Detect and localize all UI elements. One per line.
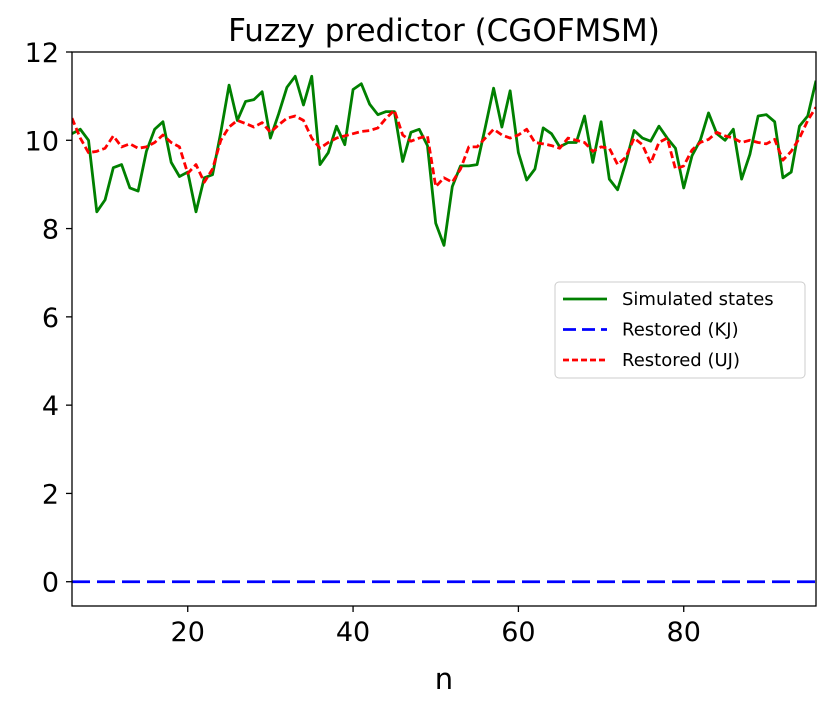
legend-entry: Restored (UJ) — [622, 350, 740, 371]
chart-title: Fuzzy predictor (CGOFMSM) — [228, 13, 660, 49]
y-tick-label: 8 — [42, 215, 59, 246]
series-line-3 — [72, 106, 816, 189]
x-axis-label: n — [435, 662, 453, 696]
legend: Simulated states Restored (KJ) Restored (U… — [554, 281, 806, 379]
y-tick-label: 4 — [42, 391, 59, 422]
y-tick-label: 2 — [42, 479, 59, 510]
y-tick-label: 12 — [25, 38, 59, 69]
x-tick-label: 60 — [501, 617, 535, 648]
x-tick-label: 20 — [171, 617, 205, 648]
x-tick-label: 80 — [667, 617, 701, 648]
legend-entry: Simulated states — [622, 289, 774, 310]
x-tick-label: 40 — [336, 617, 370, 648]
series-line-1 — [72, 74, 816, 247]
legend-entry: Restored (KJ) — [622, 320, 739, 341]
plot-frame — [71, 51, 817, 607]
plot-area — [71, 51, 817, 607]
y-tick-label: 10 — [25, 126, 59, 157]
y-tick-label: 6 — [42, 303, 59, 334]
y-tick-label: 0 — [42, 568, 59, 599]
axis-ticks: 20 40 60 80 0 2 4 6 8 10 12 — [25, 38, 701, 648]
legend-box — [554, 281, 806, 379]
